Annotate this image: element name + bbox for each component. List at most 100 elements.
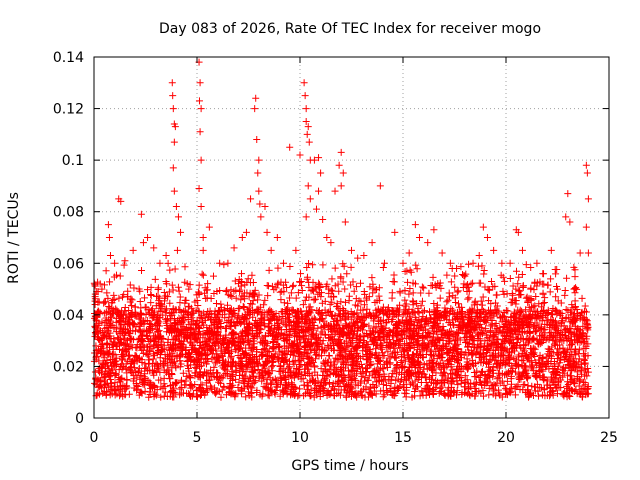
data-point [212, 359, 220, 367]
data-point [451, 283, 459, 291]
data-point [439, 359, 447, 367]
data-point [512, 300, 520, 308]
data-point [230, 244, 238, 252]
data-point [379, 380, 387, 388]
data-point [584, 365, 592, 373]
data-point [512, 360, 520, 368]
data-point [237, 355, 245, 363]
data-point [385, 342, 393, 350]
data-point [171, 265, 179, 273]
data-point [458, 389, 466, 397]
data-point [485, 384, 493, 392]
data-point [524, 298, 532, 306]
data-point [292, 365, 300, 373]
data-point [465, 260, 473, 268]
data-point [448, 264, 456, 272]
data-point [540, 385, 548, 393]
data-point [323, 280, 331, 288]
data-point [196, 128, 204, 136]
data-point [390, 271, 398, 279]
data-point [425, 373, 433, 381]
data-point [460, 383, 468, 391]
data-point [475, 252, 483, 260]
data-point [553, 390, 561, 398]
data-point [157, 393, 165, 401]
data-point [385, 336, 393, 344]
data-point [270, 312, 278, 320]
data-point [546, 288, 554, 296]
data-point [286, 143, 294, 151]
data-point [195, 373, 203, 381]
data-point [392, 376, 400, 384]
data-point [348, 246, 355, 254]
data-point [300, 79, 308, 87]
data-point [567, 367, 575, 375]
data-point [136, 371, 144, 379]
data-point [111, 391, 119, 399]
data-point [314, 308, 322, 316]
data-point [467, 280, 475, 288]
data-point [128, 335, 136, 343]
data-point [339, 169, 347, 177]
data-point [514, 280, 522, 288]
data-point [423, 365, 431, 373]
data-point [354, 254, 362, 262]
data-point [263, 282, 271, 290]
data-point [300, 381, 308, 389]
data-point [236, 354, 244, 362]
data-point [255, 187, 263, 195]
data-point [195, 185, 203, 193]
data-point [571, 273, 579, 281]
data-point [175, 287, 183, 295]
data-point [501, 277, 509, 285]
data-point [563, 274, 571, 282]
data-point [383, 357, 391, 365]
data-point [227, 286, 235, 294]
data-point [100, 281, 108, 289]
data-point [331, 264, 339, 272]
data-point [156, 354, 164, 362]
data-point [239, 303, 247, 311]
data-point [166, 266, 174, 274]
data-point [123, 376, 131, 384]
data-point [305, 278, 313, 286]
data-point [141, 379, 149, 387]
data-point [436, 279, 444, 287]
data-point [529, 334, 537, 342]
data-point [269, 376, 277, 384]
data-point [245, 304, 253, 312]
data-point [379, 303, 387, 311]
data-point [437, 284, 445, 292]
data-point [571, 289, 579, 297]
data-point [375, 292, 383, 300]
data-point [280, 259, 288, 267]
data-point [386, 359, 394, 367]
data-point [121, 257, 129, 265]
data-point [412, 261, 420, 269]
data-point [418, 388, 426, 396]
data-point [395, 368, 403, 376]
data-point [517, 312, 525, 320]
data-point [579, 322, 587, 330]
data-point [162, 315, 170, 323]
data-point [193, 296, 201, 304]
data-point [460, 334, 468, 342]
data-point [261, 331, 269, 339]
data-point [170, 138, 178, 146]
data-point [104, 221, 112, 229]
data-point [527, 284, 535, 292]
data-point [151, 352, 159, 360]
data-point [172, 379, 180, 387]
data-point [415, 234, 423, 241]
data-point [147, 292, 155, 300]
data-point [432, 360, 440, 368]
data-point [315, 154, 323, 162]
data-point [337, 316, 345, 324]
data-point [343, 270, 351, 278]
data-point [180, 308, 188, 316]
data-point [511, 368, 519, 376]
data-point [516, 287, 524, 295]
data-point [535, 392, 543, 400]
data-point [379, 263, 387, 271]
data-point [529, 303, 537, 311]
